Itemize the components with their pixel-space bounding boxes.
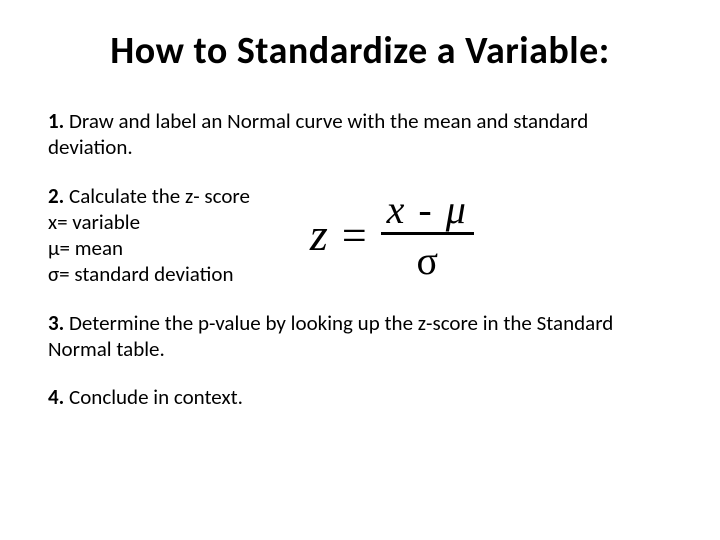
formula-denominator: σ	[416, 235, 438, 281]
formula-z: z	[310, 206, 328, 264]
step-2-line-x: x= variable	[48, 209, 250, 235]
step-2: 2. Calculate the z- score x= variable μ=…	[48, 183, 672, 288]
step-3-number: 3.	[48, 310, 64, 336]
step-1-number: 1.	[48, 108, 64, 134]
formula-fraction: x - μ σ	[381, 190, 474, 281]
formula-numerator: x - μ	[381, 190, 474, 235]
step-4: 4. Conclude in context.	[48, 384, 672, 410]
step-2-line-sigma: σ= standard deviation	[48, 261, 250, 287]
slide-title: How to Standardize a Variable:	[48, 28, 672, 74]
step-2-number: 2.	[48, 183, 64, 209]
step-2-line-mu: μ= mean	[48, 235, 250, 261]
formula-equals: =	[342, 208, 367, 263]
step-3-text: Determine the p-value by looking up the …	[48, 310, 613, 362]
step-2-text-block: 2. Calculate the z- score x= variable μ=…	[48, 183, 250, 288]
step-2-header: Calculate the z- score	[69, 183, 250, 209]
step-4-text: Conclude in context.	[69, 384, 243, 410]
step-1: 1. Draw and label an Normal curve with t…	[48, 108, 672, 161]
step-4-number: 4.	[48, 384, 64, 410]
slide-body: 1. Draw and label an Normal curve with t…	[48, 108, 672, 410]
slide-container: How to Standardize a Variable: 1. Draw a…	[0, 0, 720, 540]
step-3: 3. Determine the p-value by looking up t…	[48, 310, 672, 363]
step-1-text: Draw and label an Normal curve with the …	[48, 108, 588, 160]
z-score-formula: z = x - μ σ	[310, 190, 474, 281]
